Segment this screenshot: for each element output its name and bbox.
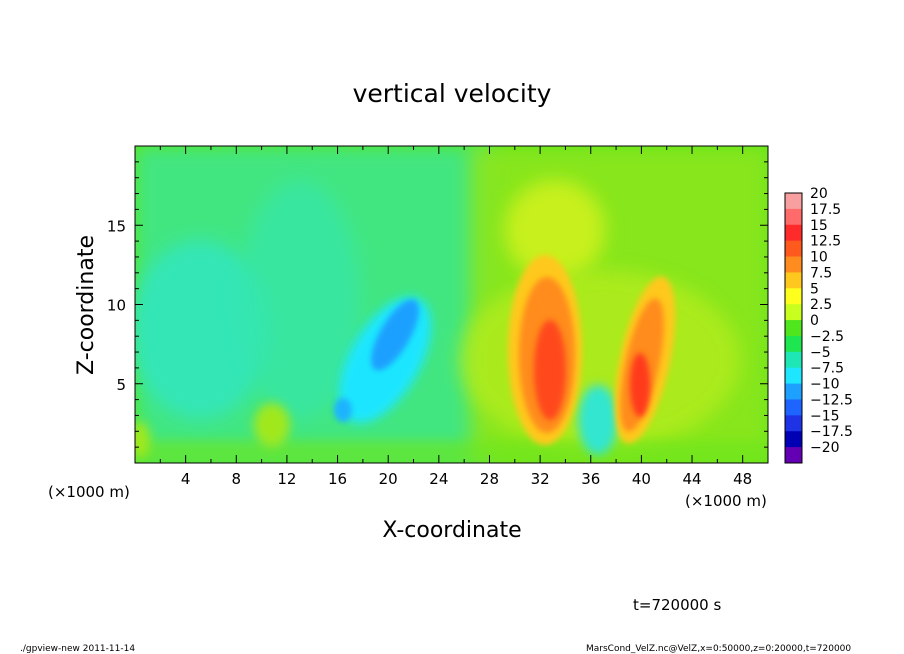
colorbar-swatch — [785, 320, 802, 337]
colorbar-label: 17.5 — [810, 202, 841, 218]
chart-title: vertical velocity — [353, 79, 552, 108]
y-tick-label: 5 — [116, 376, 126, 394]
field-patch-low-warm-2 — [135, 422, 150, 458]
colorbar-swatch — [785, 431, 802, 448]
y-axis-label: Z-coordinate — [74, 235, 99, 375]
x-tick-label: 12 — [277, 470, 296, 488]
field-region-cool-mid — [240, 180, 360, 420]
colorbar-label: −12.5 — [810, 392, 853, 408]
colorbar-label: −7.5 — [810, 361, 844, 377]
colorbar-swatch — [785, 256, 802, 273]
x-tick-label: 32 — [531, 470, 550, 488]
footer-right: MarsCond_VelZ.nc@VelZ,x=0:50000,z=0:2000… — [586, 644, 851, 654]
x-tick-label: 16 — [328, 470, 347, 488]
x-tick-label: 24 — [429, 470, 448, 488]
colorbar-label: −5 — [810, 345, 831, 361]
footer-left: ./gpview-new 2011-11-14 — [20, 644, 135, 654]
x-tick-label: 4 — [181, 470, 191, 488]
x-unit-left: (×1000 m) — [48, 483, 130, 501]
x-tick-label: 44 — [682, 470, 701, 488]
updraft-right-core — [630, 353, 650, 417]
colorbar-label: 15 — [810, 218, 828, 234]
x-tick-label: 20 — [379, 470, 398, 488]
x-axis-label: X-coordinate — [382, 518, 521, 543]
colorbar-swatch — [785, 415, 802, 432]
colorbar-swatch — [785, 447, 802, 464]
colorbar-label: 12.5 — [810, 234, 841, 250]
colorbar-swatch — [785, 399, 802, 416]
colorbar-label: 7.5 — [810, 265, 832, 281]
colorbar-label: −10 — [810, 377, 840, 393]
field-region-cool-upper — [135, 240, 270, 420]
colorbar-label: 0 — [810, 313, 819, 329]
field-region-yellow-top — [505, 180, 605, 280]
x-tick-label: 8 — [232, 470, 242, 488]
colorbar-swatch — [785, 383, 802, 400]
colorbar-swatch — [785, 272, 802, 289]
field-band-bottom — [135, 440, 768, 463]
colorbar-label: −17.5 — [810, 424, 853, 440]
x-tick-label: 40 — [632, 470, 651, 488]
colorbar-label: −2.5 — [810, 329, 844, 345]
y-tick-label: 15 — [107, 217, 126, 235]
time-label: t=720000 s — [633, 596, 721, 614]
x-tick-label: 48 — [733, 470, 752, 488]
colorbar-swatch — [785, 288, 802, 305]
colorbar-swatch — [785, 208, 802, 226]
colorbar: 2017.51512.5107.552.50−2.5−5−7.5−10−12.5… — [784, 186, 853, 464]
colorbar-swatch — [785, 224, 802, 242]
colorbar-swatch — [785, 351, 802, 369]
colorbar-frame — [784, 192, 803, 464]
colorbar-swatch — [785, 304, 802, 321]
y-tick-label: 10 — [107, 297, 126, 315]
updraft-left-core — [534, 320, 566, 420]
colorbar-swatch — [785, 240, 802, 258]
x-unit-right: (×1000 m) — [685, 492, 767, 510]
x-tick-label: 36 — [581, 470, 600, 488]
x-axis: 4 8 12 16 20 24 28 32 36 40 44 48 — [159, 146, 752, 488]
colorbar-swatch — [785, 335, 802, 353]
y-axis: 5 10 15 — [107, 161, 768, 448]
colorbar-label: 5 — [810, 281, 819, 297]
downdraft-core — [371, 299, 419, 371]
field-patch-low-warm — [254, 403, 290, 447]
colorbar-swatch — [785, 193, 802, 210]
x-tick-label: 28 — [480, 470, 499, 488]
colorbar-label: 20 — [810, 186, 828, 202]
colorbar-label: −20 — [810, 440, 840, 456]
colorbar-swatch — [785, 367, 802, 385]
colorbar-label: 10 — [810, 250, 828, 266]
colorbar-label: −15 — [810, 408, 840, 424]
plot-area — [135, 146, 768, 463]
field-gap-cool — [578, 385, 618, 455]
downdraft-low — [334, 398, 352, 422]
colorbar-label: 2.5 — [810, 297, 832, 313]
